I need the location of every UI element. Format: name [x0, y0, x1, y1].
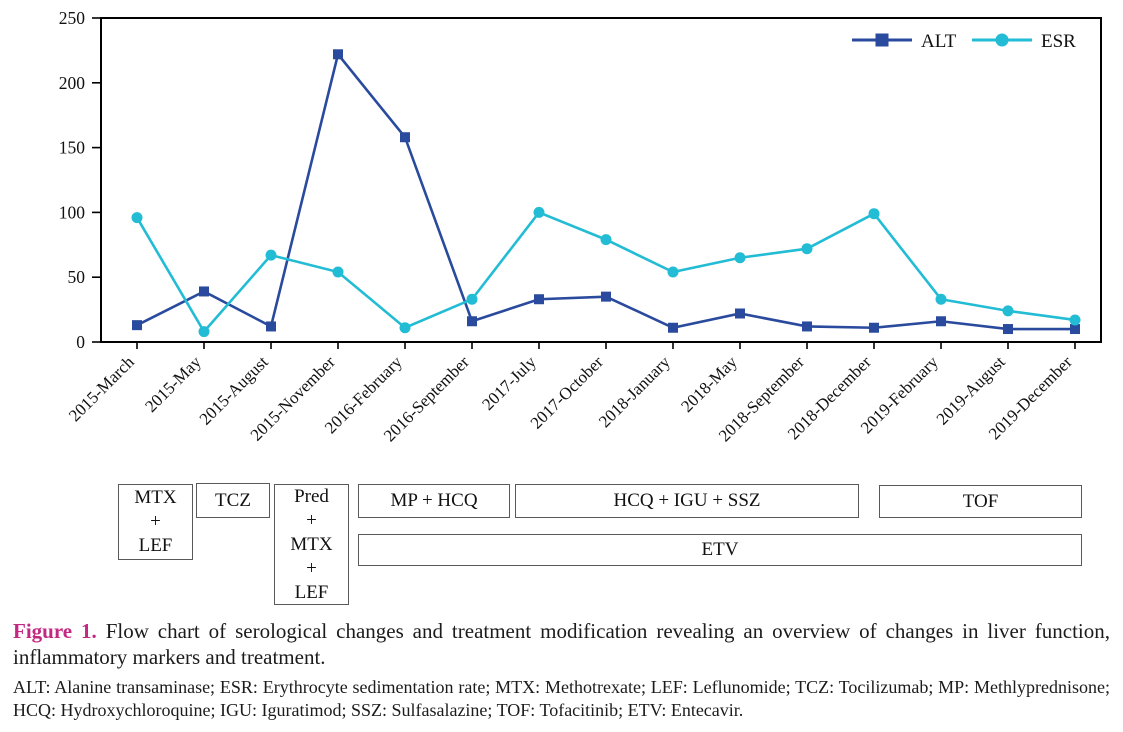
treatment-box-mtx-lef: MTX + LEF	[118, 484, 193, 560]
alt-data-point	[132, 320, 142, 331]
alt-data-point	[333, 49, 343, 60]
plot-frame	[100, 17, 1102, 343]
alt-data-point	[601, 291, 611, 302]
x-tick-label: 2018-January	[595, 352, 674, 431]
x-tick-label: 2015-March	[65, 352, 138, 425]
alt-data-point	[199, 286, 209, 297]
alt-data-point	[735, 308, 745, 319]
esr-data-point	[868, 208, 880, 220]
esr-data-point	[734, 252, 746, 264]
figure-caption: Figure 1. Flow chart of serological chan…	[13, 618, 1110, 670]
y-tick-label: 50	[68, 267, 86, 287]
esr-series-line	[135, 210, 1076, 334]
x-tick-label: 2018-May	[677, 352, 741, 416]
y-tick-label: 150	[59, 138, 86, 158]
alt-series-line	[136, 51, 1075, 331]
figure-label: Figure 1.	[13, 619, 97, 643]
figure-footnote: ALT: Alanine transaminase; ESR: Erythroc…	[13, 677, 1110, 720]
esr-data-point	[198, 326, 210, 338]
figure-caption-text: Flow chart of serological changes and tr…	[13, 619, 1111, 669]
esr-data-point	[667, 266, 679, 278]
esr-data-point	[1002, 305, 1014, 317]
legend-marker-esr	[995, 33, 1009, 47]
x-tick-label: 2017-October	[527, 352, 607, 432]
esr-data-point	[801, 243, 813, 255]
treatment-box-tof: TOF	[879, 485, 1082, 518]
x-tick-label: 2015-May	[141, 352, 205, 416]
esr-data-point	[265, 249, 277, 261]
legend-marker-alt	[875, 33, 889, 47]
treatment-box-hcq-igu-ssz: HCQ + IGU + SSZ	[515, 484, 859, 518]
alt-data-point	[936, 316, 946, 327]
alt-data-point	[1070, 324, 1080, 335]
y-tick-label: 0	[76, 332, 85, 352]
y-tick-label: 250	[59, 8, 86, 28]
alt-data-point	[467, 316, 477, 327]
esr-data-point	[600, 234, 612, 246]
treatment-box-mp-hcq: MP + HCQ	[358, 484, 510, 518]
alt-data-point	[266, 321, 276, 332]
legend-label-esr: ESR	[1041, 31, 1076, 52]
treatment-box-tcz: TCZ	[196, 483, 270, 518]
y-tick-label: 100	[59, 202, 86, 222]
esr-data-point	[399, 322, 411, 334]
legend-label-alt: ALT	[921, 31, 957, 52]
y-tick-label: 200	[59, 73, 86, 93]
esr-data-point	[1069, 314, 1081, 326]
esr-data-point	[332, 266, 344, 278]
esr-data-point	[466, 293, 478, 305]
alt-data-point	[802, 321, 812, 332]
alt-data-point	[869, 322, 879, 333]
alt-data-point	[1003, 324, 1013, 335]
alt-data-point	[400, 132, 410, 143]
alt-data-point	[534, 294, 544, 305]
x-tick-label: 2017-July	[478, 352, 540, 414]
alt-data-point	[668, 322, 678, 333]
esr-data-point	[131, 212, 143, 224]
treatment-box-pred-mtx-lef: Pred + MTX + LEF	[274, 484, 349, 605]
esr-data-point	[935, 293, 947, 305]
treatment-box-etv: ETV	[358, 534, 1082, 566]
esr-data-point	[533, 206, 545, 218]
